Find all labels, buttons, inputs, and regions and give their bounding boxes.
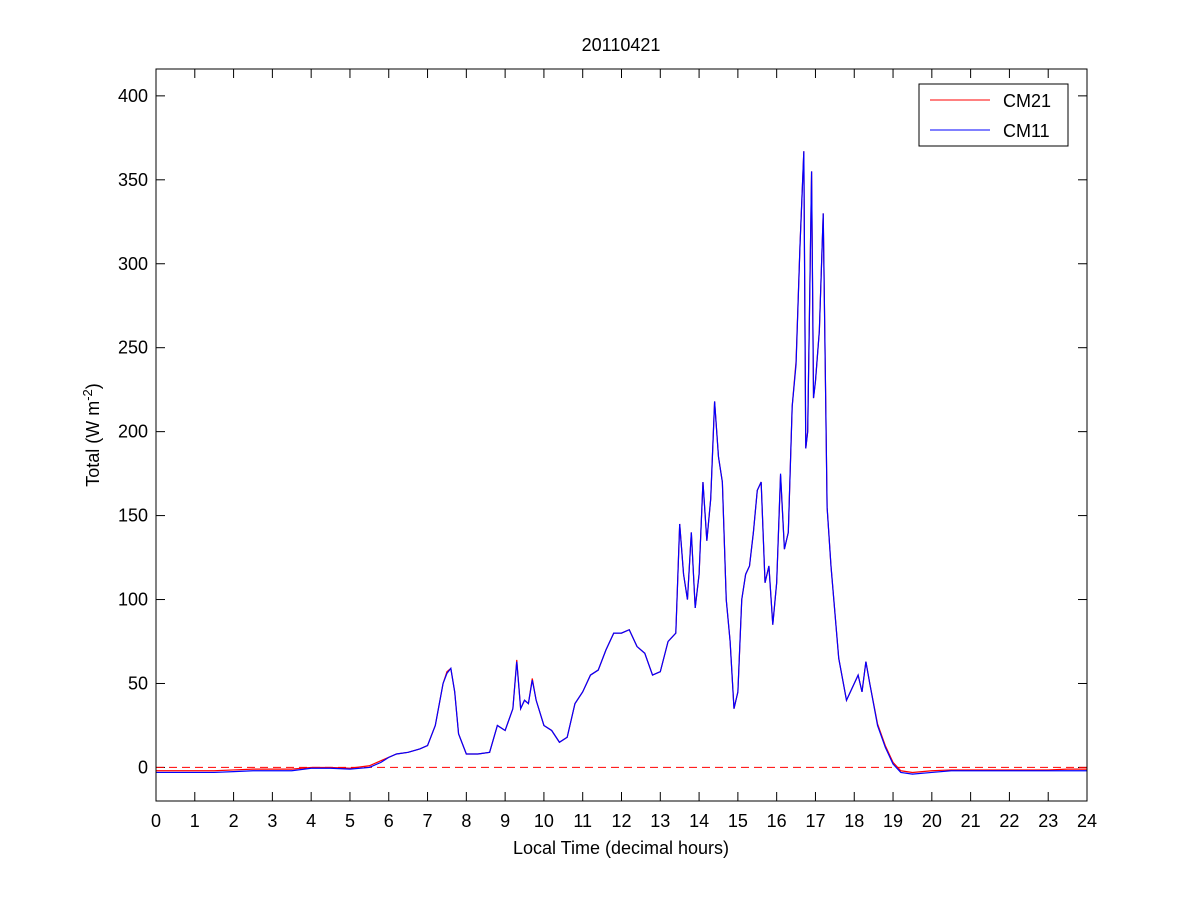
x-tick-label: 8 [461, 811, 471, 831]
x-tick-label: 6 [384, 811, 394, 831]
legend-box [918, 83, 1069, 147]
x-tick-label: 9 [500, 811, 510, 831]
y-tick-label: 250 [118, 338, 148, 358]
x-tick-label: 16 [767, 811, 787, 831]
x-tick-label: 5 [345, 811, 355, 831]
y-tick-label: 300 [118, 254, 148, 274]
x-tick-label: 13 [650, 811, 670, 831]
x-tick-label: 15 [728, 811, 748, 831]
series-line [156, 151, 1087, 775]
axes-box [155, 68, 1088, 802]
plot-area [156, 69, 1087, 801]
x-tick-label: 22 [999, 811, 1019, 831]
y-tick-label: 200 [118, 422, 148, 442]
x-tick-label: 21 [961, 811, 981, 831]
chart-title: 20110421 [582, 35, 661, 55]
x-tick-label: 12 [611, 811, 631, 831]
y-label-superscript: -2 [80, 389, 95, 401]
x-tick-label: 20 [922, 811, 942, 831]
legend-label: CM21 [1003, 91, 1051, 111]
x-tick-label: 3 [267, 811, 277, 831]
x-tick-label: 2 [229, 811, 239, 831]
x-tick-label: 24 [1077, 811, 1097, 831]
x-tick-label: 7 [423, 811, 433, 831]
x-tick-label: 19 [883, 811, 903, 831]
x-tick-label: 14 [689, 811, 709, 831]
x-axis-label: Local Time (decimal hours) [513, 838, 729, 858]
x-tick-label: 18 [844, 811, 864, 831]
x-tick-label: 17 [805, 811, 825, 831]
x-tick-label: 11 [573, 811, 592, 831]
x-tick-label: 10 [534, 811, 554, 831]
y-axis-label: Total (W m-2) [80, 383, 103, 487]
x-tick-label: 0 [151, 811, 161, 831]
y-label-text: Total (W m [83, 401, 103, 487]
y-tick-label: 400 [118, 86, 148, 106]
x-tick-label: 4 [306, 811, 316, 831]
y-tick-label: 50 [128, 673, 148, 693]
y-tick-label: 350 [118, 170, 148, 190]
y-label-suffix: ) [83, 383, 103, 389]
x-tick-label: 1 [190, 811, 200, 831]
x-tick-label: 23 [1038, 811, 1058, 831]
y-tick-label: 100 [118, 590, 148, 610]
y-tick-label: 0 [138, 757, 148, 777]
legend-label: CM11 [1003, 121, 1050, 141]
y-tick-label: 150 [118, 506, 148, 526]
